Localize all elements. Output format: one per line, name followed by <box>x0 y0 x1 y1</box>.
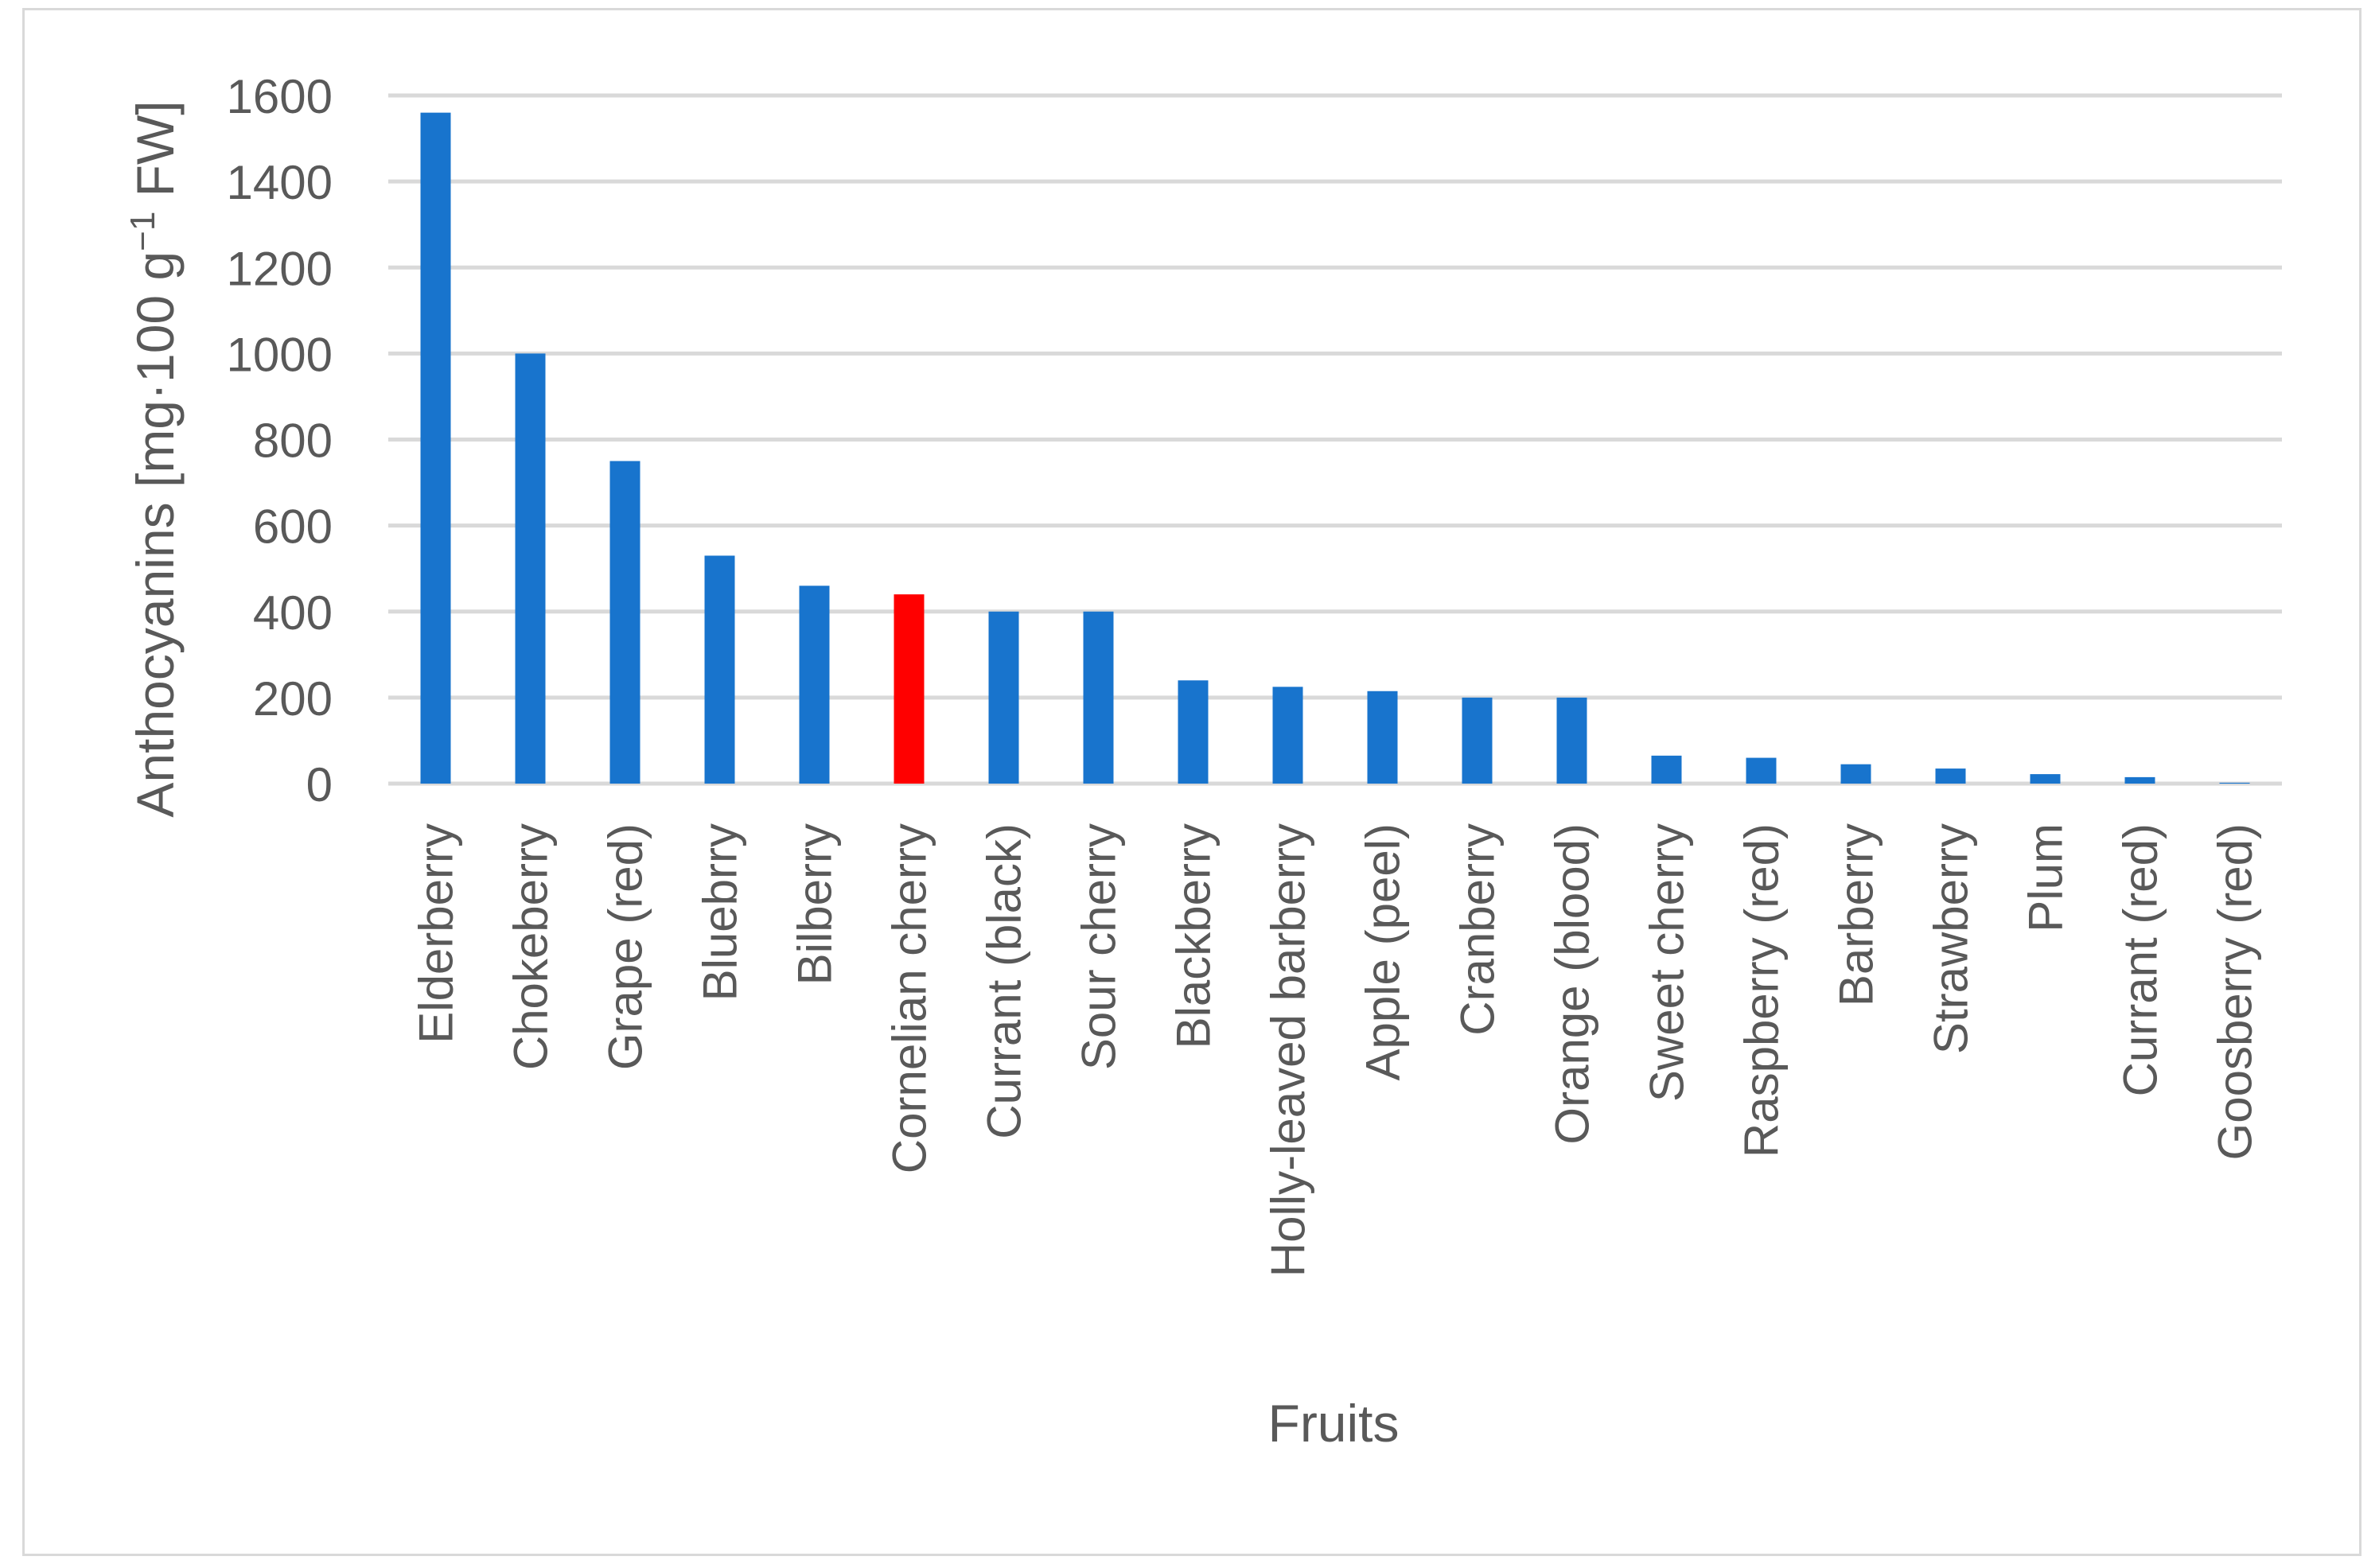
y-tick-label: 200 <box>253 672 333 726</box>
x-tick-label: Bilberry <box>788 823 842 985</box>
bar <box>1272 687 1303 784</box>
y-tick-label: 1600 <box>227 70 333 123</box>
y-tick-label: 800 <box>253 414 333 468</box>
x-tick-label: Cornelian cherry <box>883 823 936 1173</box>
x-tick-label: Grape (red) <box>599 823 652 1070</box>
bar <box>704 555 735 784</box>
bar <box>1840 764 1871 784</box>
bar <box>1651 755 1682 784</box>
x-tick-label: Apple (peel) <box>1357 823 1410 1081</box>
gridlines <box>388 93 2282 786</box>
x-tick-label: Sweet cherry <box>1641 823 1694 1102</box>
bar <box>1083 611 1114 784</box>
x-tick-label: Goosberry (red) <box>2209 823 2262 1160</box>
y-tick-label: 1400 <box>227 156 333 209</box>
x-tick-label: Plum <box>2019 823 2073 932</box>
x-tick-label: Currant (black) <box>978 823 1031 1139</box>
bar <box>1178 680 1209 784</box>
bar <box>515 353 546 784</box>
bar <box>420 112 451 784</box>
x-tick-label: Sour cherry <box>1073 823 1126 1070</box>
y-tick-label: 0 <box>306 758 333 811</box>
bar <box>988 611 1019 784</box>
bar <box>2124 776 2155 784</box>
bar <box>1367 691 1398 784</box>
bars <box>420 112 2250 784</box>
y-tick-label: 1200 <box>227 242 333 295</box>
x-tick-label: Blackberry <box>1167 823 1221 1049</box>
x-tick-label: Strawberry <box>1925 823 1978 1054</box>
x-tick-labels: Elderberry Chokeberry Grape (red) Bluebrry B… <box>410 823 2262 1277</box>
y-tick-label: 400 <box>253 586 333 640</box>
y-tick-labels: 0 200 400 600 800 1000 1200 1400 1600 <box>227 70 333 811</box>
x-tick-label: Cranberry <box>1451 823 1505 1036</box>
x-tick-label: Elderberry <box>410 823 463 1044</box>
bar <box>1935 768 1966 784</box>
bar <box>2030 774 2061 784</box>
y-tick-label: 600 <box>253 500 333 554</box>
bar <box>1462 697 1493 784</box>
x-tick-label: Orange (blood) <box>1546 823 1599 1145</box>
y-axis-label: Anthocyanins [mg·100 g−1 FW] <box>123 100 185 817</box>
x-tick-label: Currant (red) <box>2114 823 2167 1096</box>
x-axis-label: Fruits <box>1268 1394 1400 1453</box>
x-tick-label: Chokeberry <box>504 823 558 1070</box>
x-tick-label: Holly-leaved barberry <box>1262 823 1315 1277</box>
x-tick-label: Bluebrry <box>694 823 747 1001</box>
bar <box>1556 697 1587 784</box>
bar <box>894 594 925 784</box>
x-tick-label: Raspberry (red) <box>1735 823 1789 1158</box>
bar <box>609 461 640 784</box>
bar <box>2219 782 2250 784</box>
y-tick-label: 1000 <box>227 328 333 381</box>
bar <box>1746 757 1777 784</box>
x-tick-label: Barberry <box>1830 823 1883 1006</box>
bar <box>799 586 830 784</box>
